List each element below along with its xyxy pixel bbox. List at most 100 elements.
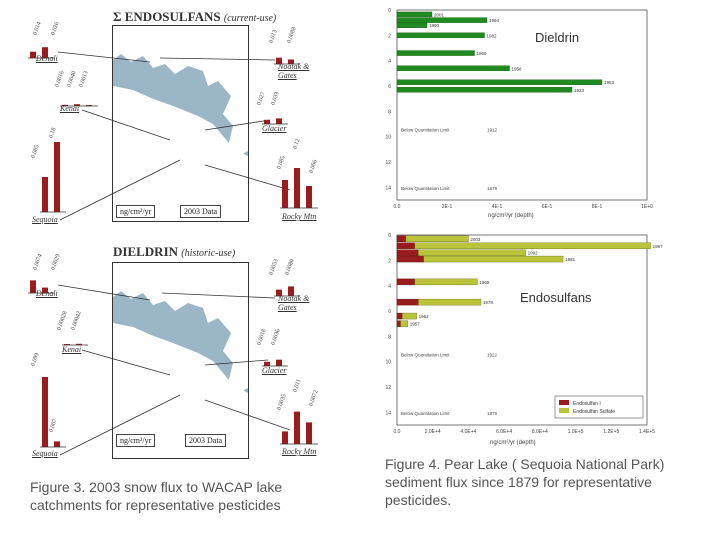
map2-bar-2-0 bbox=[64, 344, 70, 345]
endosulfans-bar-year-1: 1997 bbox=[653, 244, 664, 249]
dieldrin-bar-5 bbox=[396, 65, 510, 71]
map1-bar-0-0 bbox=[30, 51, 36, 58]
map1-bar-5-2 bbox=[306, 186, 312, 208]
endosulfans-note-year-1: 1879 bbox=[487, 411, 498, 416]
dieldrin-bar-year-3: 1982 bbox=[487, 33, 498, 38]
map1-data-label: 2003 Data bbox=[180, 205, 222, 218]
dieldrin-ytick-6: 12 bbox=[385, 160, 391, 166]
dieldrin-xtick-4: 8E-1 bbox=[592, 204, 603, 210]
dieldrin-xtick-3: 6E-1 bbox=[542, 204, 553, 210]
dieldrin-bar-year-0: 2001 bbox=[434, 12, 445, 17]
endosulfan-sulfate-bar-3 bbox=[423, 255, 564, 263]
map2-site-kenai: 0.00028 0.00042 Kenai bbox=[56, 310, 83, 354]
endosulfans-note-0: Below Quantitation Limit bbox=[401, 353, 450, 358]
dieldrin-bar-6 bbox=[396, 79, 603, 85]
dieldrin-bar-4 bbox=[396, 50, 475, 56]
endosulfan-i-bar-4 bbox=[396, 278, 416, 286]
endosulfans-xtick-6: 1.2E+5 bbox=[603, 429, 619, 435]
endosulfans-ytick-5: 10 bbox=[385, 360, 391, 366]
map1-bar-3-0 bbox=[264, 119, 270, 124]
map2-data-label: 2003 Data bbox=[185, 434, 227, 447]
dieldrin-bar-0 bbox=[396, 11, 433, 18]
endosulfans-ytick-0: 0 bbox=[388, 233, 391, 239]
map2-bar-4-1 bbox=[54, 441, 60, 447]
map1-bar-1-0 bbox=[276, 57, 282, 64]
dieldrin-xtick-2: 4E-1 bbox=[492, 204, 503, 210]
endosulfan-sulfate-bar-5 bbox=[418, 298, 482, 306]
dieldrin-ytick-3: 6 bbox=[388, 84, 391, 90]
endosulfans-ytick-6: 12 bbox=[385, 385, 391, 391]
endosulfan-sulfate-bar-4 bbox=[414, 278, 478, 286]
dieldrin-ytick-0: 0 bbox=[388, 8, 391, 14]
legend-label-1: Endosulfan Sulfate bbox=[573, 409, 615, 415]
map1-bar-2-2 bbox=[86, 105, 92, 106]
endosulfan-sulfate-bar-7 bbox=[400, 320, 408, 327]
dieldrin-xtick-1: 2E-1 bbox=[442, 204, 453, 210]
map2-site-glacier: 0.0018 0.0036 Glacier bbox=[256, 328, 287, 375]
map2-title: DIELDRIN (historic-use) bbox=[113, 244, 236, 259]
map1-bar-0-1 bbox=[42, 47, 48, 58]
endosulfans-chart-title: Endosulfans bbox=[520, 290, 592, 305]
dieldrin-xtick-5: 1E+0 bbox=[641, 204, 653, 210]
endosulfan-i-bar-0 bbox=[396, 235, 407, 243]
endosulfan-i-bar-7 bbox=[396, 320, 401, 327]
endosulfan-i-bar-1 bbox=[396, 242, 416, 249]
dieldrin-chart-title: Dieldrin bbox=[535, 30, 580, 45]
endosulfan-i-bar-2 bbox=[396, 249, 419, 256]
map1-site-noatak: 0.013 0.0088 Noatak & Gates bbox=[268, 26, 310, 80]
dieldrin-plot-area bbox=[396, 9, 648, 201]
endosulfans-bar-year-7: 1957 bbox=[410, 322, 421, 327]
dieldrin-bar-year-6: 1953 bbox=[604, 80, 615, 85]
endosulfan-i-bar-3 bbox=[396, 255, 424, 263]
endosulfans-bar-year-3: 1981 bbox=[565, 257, 576, 262]
endosulfans-xtick-2: 4.0E+4 bbox=[460, 429, 476, 435]
dieldrin-ytick-1: 2 bbox=[388, 33, 391, 39]
endosulfans-note-year-0: 1922 bbox=[487, 353, 498, 358]
dieldrin-bar-year-4: 1969 bbox=[477, 51, 488, 56]
endosulfans-xtick-5: 1.0E+5 bbox=[568, 429, 584, 435]
endosulfan-i-bar-6 bbox=[396, 312, 403, 320]
map2-site-denali: 0.0074 0.0029 Denali bbox=[32, 253, 62, 298]
dieldrin-xlabel: ng/cm²/yr (depth) bbox=[488, 213, 534, 219]
endosulfan-sulfate-bar-6 bbox=[402, 312, 417, 320]
dieldrin-ytick-5: 10 bbox=[385, 135, 391, 141]
legend-swatch-1 bbox=[559, 408, 569, 413]
map2-bar-0-0 bbox=[30, 280, 36, 293]
map1-site-sequoia: 0.085 0.18 Sequoia bbox=[30, 127, 58, 224]
map1-site-kenai: 0.0016 0.0040 0.0013 Kenai bbox=[54, 70, 90, 113]
endosulfans-bar-year-5: 1978 bbox=[483, 300, 494, 305]
endosulfans-ytick-7: 14 bbox=[385, 410, 391, 416]
dieldrin-bar-year-7: 1923 bbox=[574, 88, 585, 93]
map1-unit-label: ng/cm²/yr bbox=[116, 205, 156, 218]
endosulfans-xtick-1: 2.0E+4 bbox=[425, 429, 441, 435]
map2-bar-5-2 bbox=[306, 422, 312, 444]
dieldrin-bar-2 bbox=[396, 22, 428, 28]
endosulfans-note-1: Below Quantitation Limit bbox=[401, 411, 450, 416]
map2-bar-2-1 bbox=[76, 343, 82, 345]
dieldrin-xtick-0: 0.0 bbox=[394, 204, 401, 210]
endosulfans-xtick-7: 1.4E+5 bbox=[639, 429, 655, 435]
map2-bar-3-1 bbox=[276, 359, 282, 366]
endosulfans-plot-area bbox=[396, 234, 648, 426]
map2-bar-3-0 bbox=[264, 361, 270, 366]
dieldrin-note-year-1: 1879 bbox=[487, 186, 498, 191]
legend-swatch-0 bbox=[559, 400, 569, 405]
endosulfan-sulfate-bar-0 bbox=[405, 235, 469, 243]
dieldrin-ytick-2: 4 bbox=[388, 59, 391, 65]
map1-bar-4-1 bbox=[54, 142, 60, 212]
map2-unit-label: ng/cm²/yr bbox=[116, 434, 156, 447]
endosulfans-bar-year-6: 1962 bbox=[419, 314, 430, 319]
map1-bar-3-1 bbox=[276, 118, 282, 124]
map1-land bbox=[113, 26, 248, 221]
map2-subtitle: (historic-use) bbox=[181, 248, 236, 259]
endosulfans-bar-year-0: 2003 bbox=[470, 237, 481, 242]
map1-bar-2-0 bbox=[62, 104, 68, 106]
map1-bar-1-1 bbox=[288, 59, 294, 64]
endosulfan-sulfate-bar-2 bbox=[418, 249, 526, 256]
dieldrin-bar-year-5: 1958 bbox=[512, 66, 523, 71]
dieldrin-bar-7 bbox=[396, 87, 573, 93]
endosulfans-ytick-2: 4 bbox=[388, 284, 391, 290]
